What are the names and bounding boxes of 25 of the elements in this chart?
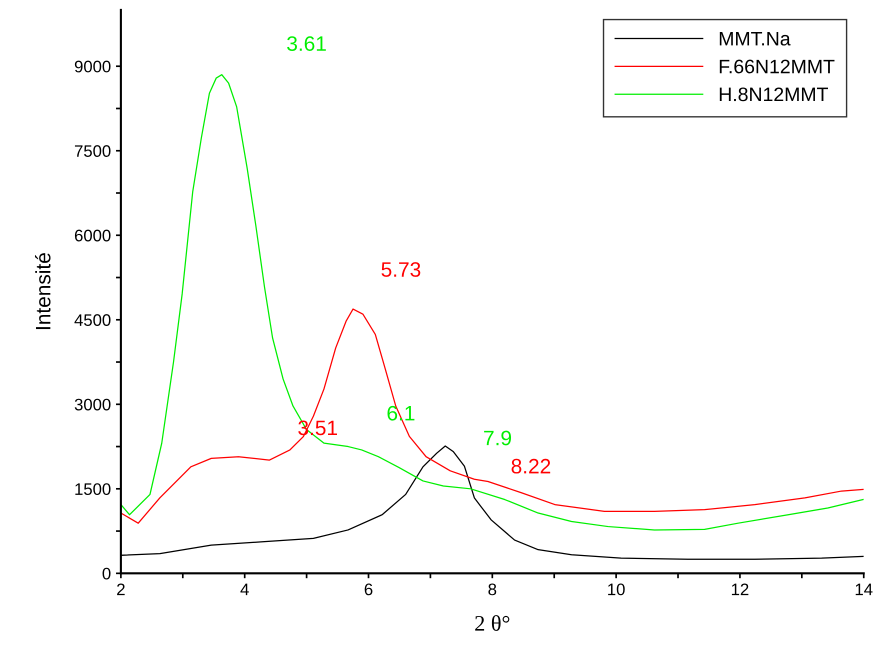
y-tick-label: 9000	[74, 60, 111, 72]
x-tick-label: 12	[732, 583, 748, 596]
y-tick-label: 4500	[74, 314, 111, 326]
annotation: 7.9	[484, 430, 512, 446]
annotation: 8.22	[512, 458, 550, 474]
x-axis-title: 2 θ°	[475, 615, 510, 631]
legend-label: F.66N12MMT	[720, 60, 834, 74]
y-axis-title: Intensité	[34, 253, 51, 330]
x-tick-label: 10	[608, 583, 625, 596]
line-series	[120, 308, 864, 524]
legend-label: MMT.Na	[720, 32, 791, 46]
y-tick-label: 0	[102, 568, 111, 580]
legend-label: H.8N12MMT	[720, 87, 828, 102]
y-tick-label: 7500	[74, 145, 111, 157]
x-tick-label: 8	[488, 583, 496, 596]
annotation: 5.73	[382, 262, 420, 277]
y-tick-label: 6000	[74, 230, 111, 242]
y-tick-label: 1500	[75, 483, 111, 496]
x-tick-label: 2	[117, 583, 125, 596]
y-tick-label: 3000	[74, 398, 111, 410]
x-tick-label: 4	[240, 584, 249, 596]
annotation: 3.61	[287, 36, 326, 51]
x-tick-label: 6	[364, 583, 372, 596]
x-tick-label: 14	[856, 584, 873, 596]
line-series	[120, 74, 864, 531]
